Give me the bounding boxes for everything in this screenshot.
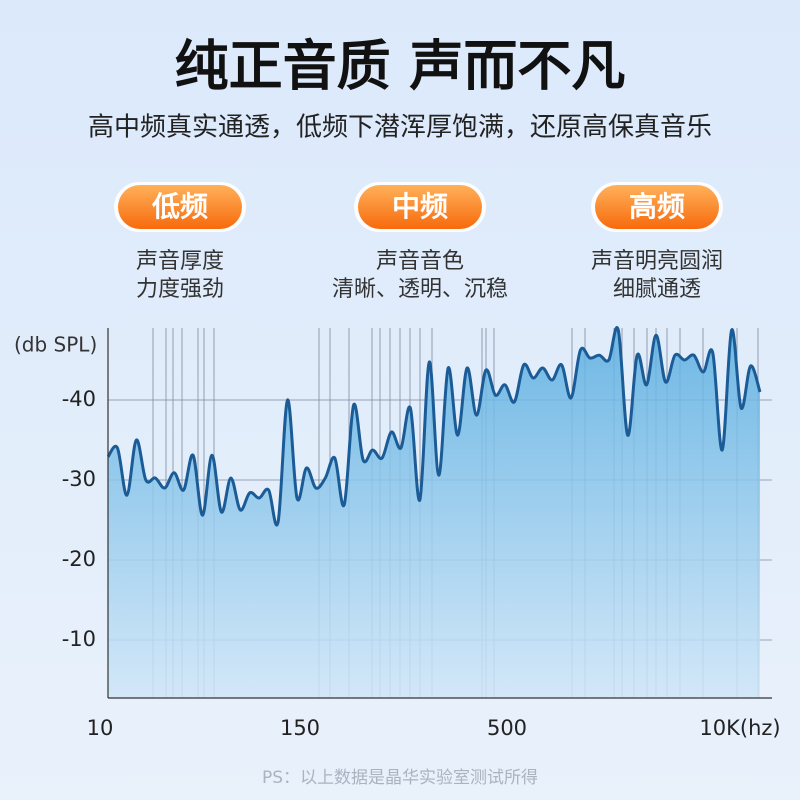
x-tick-label: 10 xyxy=(87,716,114,740)
pill xyxy=(118,185,242,229)
x-tick-label: 10K(hz) xyxy=(699,716,780,740)
y-tick-label: -30 xyxy=(62,467,96,491)
chart: (db SPL) -40 -30 -20 -10 10 150 500 10K(hz) xyxy=(14,326,781,740)
feature-label: 中频 xyxy=(392,190,448,223)
y-axis-title: (db SPL) xyxy=(14,333,97,357)
pill xyxy=(358,185,482,229)
y-tick-label: -10 xyxy=(62,627,96,651)
y-tick-label: -40 xyxy=(62,387,96,411)
feature-label: 低频 xyxy=(151,190,208,223)
feature-desc: 声音厚度 xyxy=(136,249,224,274)
area xyxy=(108,327,760,698)
x-tick-label: 500 xyxy=(487,716,527,740)
subtitle: 高中频真实通透，低频下潜浑厚饱满，还原高保真音乐 xyxy=(88,113,712,143)
feature-desc: 声音明亮圆润 xyxy=(591,249,723,274)
feature-desc: 力度强劲 xyxy=(136,277,224,302)
x-tick-label: 150 xyxy=(280,716,320,740)
footnote: PS：以上数据是晶华实验室测试所得 xyxy=(262,768,538,788)
feature-label: 高频 xyxy=(629,190,685,223)
feature-desc: 清晰、透明、沉稳 xyxy=(332,277,508,302)
y-tick-label: -20 xyxy=(62,547,96,571)
line xyxy=(106,326,762,527)
title: 纯正音质 声而不凡 xyxy=(175,35,626,98)
feature-desc: 细腻通透 xyxy=(613,277,701,302)
feature-desc: 声音音色 xyxy=(376,249,464,274)
pill xyxy=(595,185,719,229)
